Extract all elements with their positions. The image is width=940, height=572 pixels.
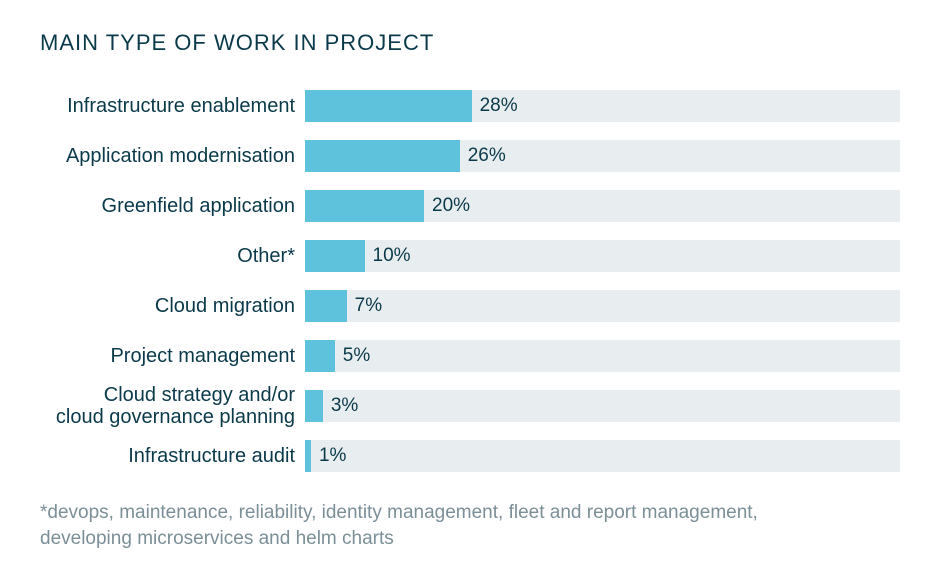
bar-label: Application modernisation <box>40 145 305 167</box>
chart-row: Project management 5% <box>40 334 900 378</box>
chart-row: Application modernisation 26% <box>40 134 900 178</box>
bar-label: Other* <box>40 245 305 267</box>
chart-footnote: *devops, maintenance, reliability, ident… <box>40 500 820 551</box>
bar-fill <box>305 340 335 372</box>
bar-label: Cloud migration <box>40 295 305 317</box>
bar-track: 5% <box>305 340 900 372</box>
chart-row: Infrastructure audit 1% <box>40 434 900 478</box>
chart-title: MAIN TYPE OF WORK IN PROJECT <box>40 30 900 56</box>
bar-value: 20% <box>432 195 470 217</box>
chart-row: Cloud strategy and/orcloud governance pl… <box>40 384 900 428</box>
bar-fill <box>305 190 424 222</box>
bar-fill <box>305 240 365 272</box>
chart-row: Other* 10% <box>40 234 900 278</box>
bar-label: Greenfield application <box>40 195 305 217</box>
chart-row: Cloud migration 7% <box>40 284 900 328</box>
bar-value: 3% <box>331 395 358 417</box>
bar-label: Infrastructure enablement <box>40 95 305 117</box>
bar-value: 26% <box>468 145 506 167</box>
bar-value: 1% <box>319 445 346 467</box>
bar-fill <box>305 90 472 122</box>
bar-value: 28% <box>480 95 518 117</box>
bar-track: 20% <box>305 190 900 222</box>
bar-label: Infrastructure audit <box>40 445 305 467</box>
bar-value: 5% <box>343 345 370 367</box>
bar-track: 3% <box>305 390 900 422</box>
bar-fill <box>305 290 347 322</box>
bar-track: 26% <box>305 140 900 172</box>
chart-row: Infrastructure enablement 28% <box>40 84 900 128</box>
bar-fill <box>305 140 460 172</box>
bar-fill <box>305 390 323 422</box>
bar-track: 7% <box>305 290 900 322</box>
bar-value: 7% <box>355 295 382 317</box>
bar-label: Cloud strategy and/orcloud governance pl… <box>40 384 305 428</box>
bar-chart: Infrastructure enablement 28% Application … <box>40 84 900 478</box>
chart-row: Greenfield application 20% <box>40 184 900 228</box>
bar-label: Project management <box>40 345 305 367</box>
bar-track: 28% <box>305 90 900 122</box>
bar-track: 1% <box>305 440 900 472</box>
bar-fill <box>305 440 311 472</box>
page: MAIN TYPE OF WORK IN PROJECT Infrastruct… <box>0 0 940 572</box>
bar-value: 10% <box>373 245 411 267</box>
bar-track: 10% <box>305 240 900 272</box>
